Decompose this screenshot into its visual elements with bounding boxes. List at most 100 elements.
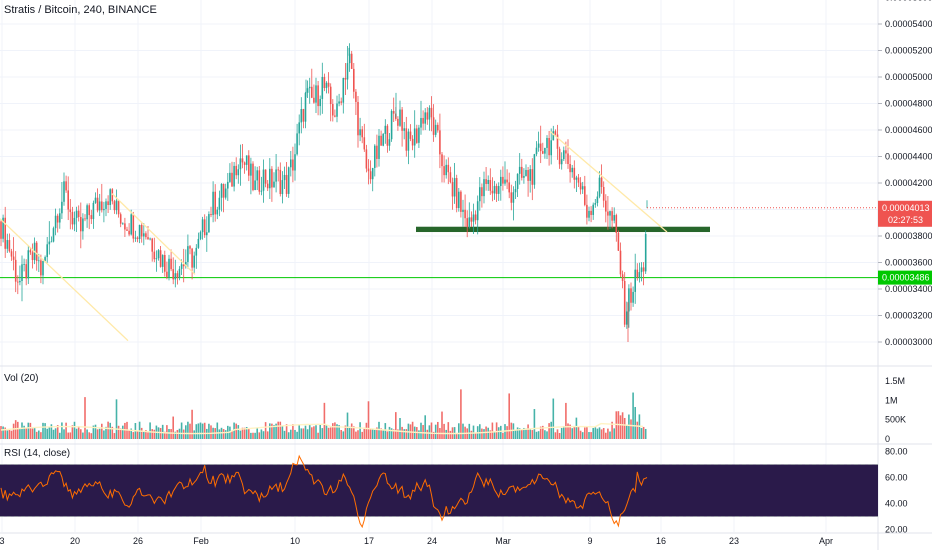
volume-bar <box>311 427 313 439</box>
candle-body <box>296 133 298 155</box>
candle-body <box>569 163 571 173</box>
volume-bar <box>38 430 40 439</box>
candle <box>275 153 277 193</box>
candle-body <box>434 124 437 135</box>
volume-bar <box>634 406 636 439</box>
candle <box>94 192 97 204</box>
candle-body <box>644 233 647 272</box>
volume-bar <box>533 409 536 439</box>
volume-bar <box>269 423 271 439</box>
trendline-0 <box>0 218 129 342</box>
candle-body <box>140 224 143 237</box>
volume-bar <box>525 428 527 439</box>
volume-bar <box>161 424 164 439</box>
volume-bar <box>8 429 11 439</box>
candle <box>409 124 412 142</box>
candle <box>222 183 225 213</box>
volume-bar <box>292 424 294 439</box>
volume-tick-label: 500K <box>885 415 906 425</box>
candle-body <box>638 272 641 278</box>
candle-body <box>437 124 439 131</box>
price-axis[interactable]: 0.00003000 0.00003200 0.00003400 0.00003600… <box>878 0 932 347</box>
candle-body <box>25 264 27 279</box>
candle-body <box>212 191 214 216</box>
volume-axis[interactable]: 0 500K 1M 1.5M <box>885 376 906 444</box>
volume-bar <box>493 432 496 439</box>
candle <box>300 97 303 134</box>
candle-body <box>502 176 504 184</box>
candle <box>237 164 240 184</box>
candle <box>567 139 569 169</box>
candle <box>581 181 584 194</box>
volume-bar <box>395 412 397 439</box>
volume-bar <box>508 393 510 439</box>
candle <box>10 248 13 261</box>
candle <box>628 284 630 328</box>
volume-bar <box>94 424 97 439</box>
candle <box>0 219 2 247</box>
candle <box>550 128 552 165</box>
candle <box>437 122 439 133</box>
candle <box>523 168 525 184</box>
volume-bar <box>75 428 78 439</box>
candle <box>317 80 319 116</box>
volume-bar <box>166 425 168 439</box>
candle <box>329 83 332 122</box>
rsi-label[interactable]: RSI (14, close) <box>4 448 71 459</box>
symbol-title[interactable]: Stratis / Bitcoin, 240, BINANCE <box>4 4 157 16</box>
candle-body <box>615 215 618 233</box>
candle-body <box>581 186 584 190</box>
candle <box>199 230 202 241</box>
volume-bar <box>363 427 366 439</box>
candle-body <box>518 166 521 174</box>
volume-label[interactable]: Vol (20) <box>4 373 39 384</box>
candle <box>476 195 479 235</box>
volume-bar <box>174 431 177 439</box>
volume-bar <box>626 425 628 439</box>
candle <box>544 147 546 159</box>
volume-bar <box>542 425 544 439</box>
candle <box>418 124 420 149</box>
candle-body <box>443 166 445 176</box>
time-tick-label: 24 <box>427 536 437 546</box>
volume-bar <box>187 421 189 439</box>
volume-bar <box>27 422 30 439</box>
volume-bar <box>611 421 613 439</box>
time-tick-label: 10 <box>290 536 300 546</box>
volume-bar <box>19 428 21 439</box>
volume-bar <box>424 415 426 439</box>
volume-bar <box>46 428 48 439</box>
candle <box>241 144 244 169</box>
candle-body <box>256 170 258 181</box>
candle <box>197 232 200 249</box>
candle-body <box>348 53 351 64</box>
candle-body <box>527 169 529 181</box>
price-tick-label: 0.00003400 <box>885 284 932 294</box>
volume-bar <box>470 430 473 439</box>
candle-body <box>342 77 345 103</box>
candle-body <box>98 201 101 211</box>
rsi-axis[interactable]: 20.00 40.00 60.00 80.00 <box>885 447 908 535</box>
volume-bar <box>588 432 590 439</box>
volume-bar <box>365 422 368 439</box>
volume-bar <box>29 422 32 439</box>
candle <box>264 169 267 188</box>
candle <box>491 177 494 202</box>
candle <box>143 223 145 246</box>
volume-bar <box>254 432 256 439</box>
last-price-text: 0.00004013 <box>882 203 930 213</box>
volume-bar <box>180 422 183 439</box>
candle-body <box>481 187 483 197</box>
volume-bar <box>428 425 431 439</box>
candle-body <box>224 188 227 198</box>
volume-bar <box>67 432 69 439</box>
candle-body <box>237 169 240 176</box>
candle <box>472 203 475 234</box>
volume-bar <box>306 429 309 439</box>
volume-bar <box>61 422 63 439</box>
candle <box>115 189 118 215</box>
candle-body <box>594 203 597 205</box>
candle-body <box>143 233 145 237</box>
time-axis[interactable]: 3 20 26 Feb 10 17 24 Mar 9 16 23 Apr <box>0 536 833 546</box>
volume-bar <box>308 424 311 439</box>
